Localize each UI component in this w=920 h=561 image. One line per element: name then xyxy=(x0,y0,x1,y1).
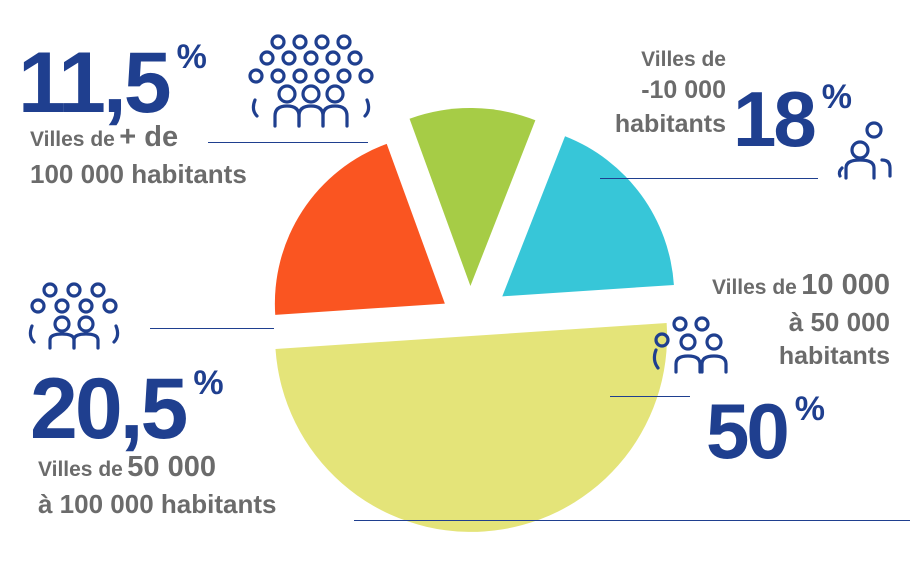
value-upper-cities: 20,5 xyxy=(30,361,188,457)
percent-sign: % xyxy=(794,390,825,428)
value-medium-cities: 50 xyxy=(706,387,790,475)
leader-line-upper-cities xyxy=(150,328,274,329)
label-large-cities: Villes de + de 100 000 habitants xyxy=(30,118,247,192)
value-small-cities: 18 xyxy=(733,75,817,163)
percent-sign: % xyxy=(821,78,852,116)
slice-upper-cities xyxy=(274,143,445,315)
label-small-line1: Villes de xyxy=(641,48,726,71)
label-small-cities: Villes de -10 000 habitants xyxy=(590,46,726,142)
percent-small-cities: 18% xyxy=(733,80,852,158)
leader-line-small-cities xyxy=(600,178,818,179)
label-medium-line2: à 50 000 xyxy=(788,307,890,338)
percent-medium-cities: 50% xyxy=(706,392,825,470)
label-upper-line1-big: 50 000 xyxy=(127,451,216,483)
leader-line-medium-cities xyxy=(610,396,690,397)
percent-sign: % xyxy=(176,38,207,76)
people-group-icon xyxy=(248,34,374,128)
label-upper-line2: à 100 000 habitants xyxy=(38,489,277,520)
label-medium-cities: Villes de 10 000 à 50 000 habitants xyxy=(680,266,890,374)
value-large-cities: 11,5 xyxy=(18,35,172,131)
slice-large-cities xyxy=(409,108,536,287)
label-medium-line1-small: Villes de xyxy=(712,276,797,299)
label-upper-cities: Villes de 50 000 à 100 000 habitants xyxy=(38,448,276,522)
label-small-line2: -10 000 xyxy=(641,76,726,105)
percent-upper-cities: 20,5% xyxy=(30,366,224,452)
slice-medium-cities xyxy=(275,322,668,532)
label-upper-line1-small: Villes de xyxy=(38,458,123,481)
label-medium-line3: habitants xyxy=(778,342,890,371)
leader-line-bottom xyxy=(354,520,910,521)
percent-sign: % xyxy=(193,364,224,402)
label-large-line1-big: + de xyxy=(119,121,179,153)
slice-small-cities xyxy=(502,136,674,297)
leader-line-large-cities xyxy=(208,142,368,143)
label-medium-line1-big: 10 000 xyxy=(801,269,890,301)
label-small-line3: habitants xyxy=(614,110,726,139)
label-large-line2: 100 000 habitants xyxy=(30,159,247,190)
label-large-line1-small: Villes de xyxy=(30,128,115,151)
people-group-icon xyxy=(652,316,728,374)
people-group-icon xyxy=(837,121,892,180)
percent-large-cities: 11,5% xyxy=(18,40,207,126)
people-group-icon xyxy=(28,282,120,350)
